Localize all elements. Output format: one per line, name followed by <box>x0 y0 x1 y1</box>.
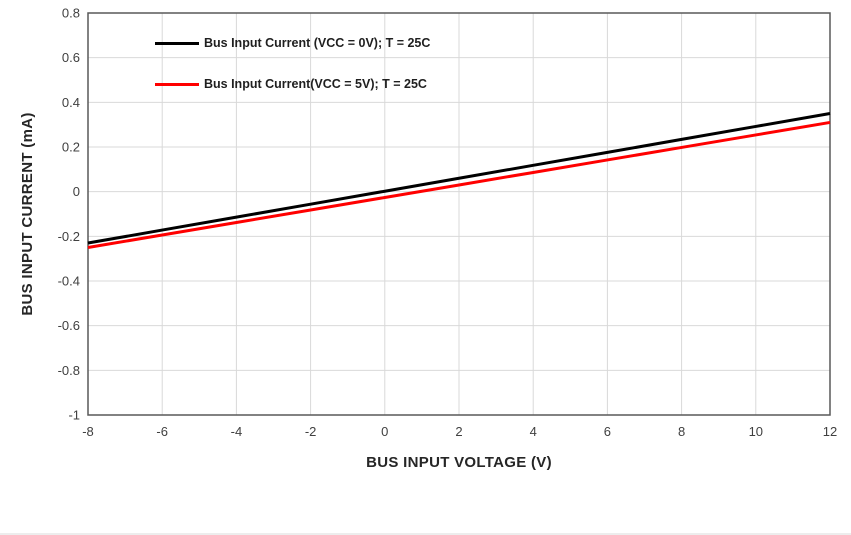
x-tick-label: 10 <box>749 424 763 439</box>
x-tick-label: -2 <box>305 424 317 439</box>
y-tick-label: -0.8 <box>58 363 80 378</box>
y-tick-label: -1 <box>68 408 80 423</box>
y-tick-label: 0.6 <box>62 50 80 65</box>
x-tick-label: 12 <box>823 424 837 439</box>
y-axis-title: BUS INPUT CURRENT (mA) <box>19 112 36 315</box>
series-layer <box>87 112 831 249</box>
legend: Bus Input Current (VCC = 0V); T = 25C Bu… <box>155 36 430 91</box>
series-line-0 <box>87 112 831 245</box>
tick-label-layer: -8 -6 -4 -2 0 2 4 6 8 10 12 0.8 0.6 0.4 0.2 0 -0.2 -0.4 -0… <box>58 6 838 440</box>
y-tick-label: -0.2 <box>58 229 80 244</box>
plot-border <box>87 12 831 416</box>
legend-label-vcc5: Bus Input Current(VCC = 5V); T = 25C <box>204 77 427 91</box>
y-tick-label: -0.6 <box>58 318 80 333</box>
y-tick-label: 0 <box>73 184 80 199</box>
legend-label-vcc0: Bus Input Current (VCC = 0V); T = 25C <box>204 36 431 50</box>
x-tick-label: -6 <box>156 424 168 439</box>
legend-line-red-icon <box>155 82 199 86</box>
y-tick-label: -0.4 <box>58 274 80 289</box>
plot-border-layer <box>87 12 831 416</box>
legend-item-vcc5: Bus Input Current(VCC = 5V); T = 25C <box>155 77 430 91</box>
y-tick-label: 0.2 <box>62 140 80 155</box>
y-tick-label: 0.8 <box>62 6 80 21</box>
legend-item-vcc0: Bus Input Current (VCC = 0V); T = 25C <box>155 36 430 50</box>
y-tick-label: 0.4 <box>62 95 80 110</box>
series-line-1 <box>87 120 831 249</box>
bottom-divider <box>0 533 851 535</box>
x-tick-label: 4 <box>530 424 537 439</box>
x-tick-label: 2 <box>455 424 462 439</box>
x-axis-title: BUS INPUT VOLTAGE (V) <box>366 454 552 471</box>
x-tick-label: -4 <box>231 424 243 439</box>
x-tick-label: -8 <box>82 424 94 439</box>
x-tick-label: 6 <box>604 424 611 439</box>
legend-line-black-icon <box>155 41 199 45</box>
x-tick-label: 8 <box>678 424 685 439</box>
x-tick-label: 0 <box>381 424 388 439</box>
